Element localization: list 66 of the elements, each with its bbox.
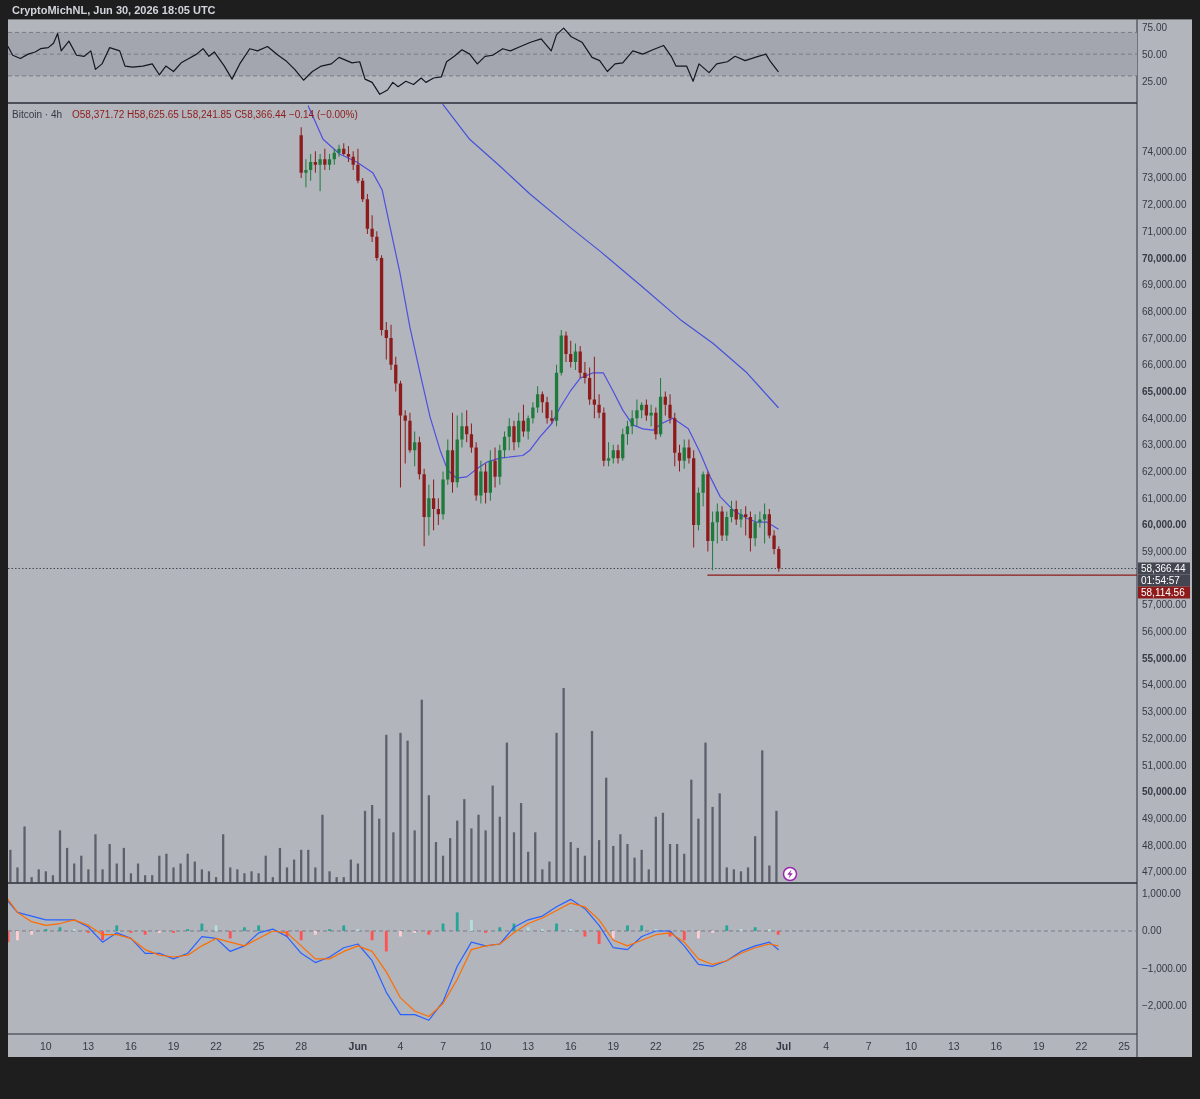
x-tick-label: 4	[397, 1040, 404, 1052]
x-tick-label: 28	[295, 1040, 308, 1052]
series-label: 58,114.56	[1141, 586, 1186, 598]
y-tick-label: 48,000.00	[1142, 839, 1187, 851]
y-tick-label: 54,000.00	[1142, 679, 1187, 691]
y-tick-label: 49,000.00	[1142, 812, 1187, 824]
y-tick-label: 57,000.00	[1142, 599, 1187, 611]
x-tick-label: 13	[82, 1040, 95, 1052]
text: 01:54:57	[1141, 574, 1181, 586]
x-tick-label: 28	[735, 1040, 747, 1052]
x-tick-label: 19	[1033, 1040, 1045, 1052]
x-tick-label: 19	[167, 1040, 180, 1052]
y-tick-label: 1,000.00	[1142, 888, 1182, 900]
y-tick-label: −2,000.00	[1142, 999, 1188, 1011]
y-tick-label: 64,000.00	[1142, 412, 1187, 424]
x-tick-label: 10	[905, 1040, 918, 1052]
y-tick-label: 60,000.00	[1142, 519, 1187, 531]
x-tick-label: 22	[650, 1040, 662, 1052]
x-tick-label: 16	[990, 1040, 1003, 1052]
y-tick-label: 55,000.00	[1142, 652, 1187, 664]
y-tick-label: 51,000.00	[1142, 759, 1187, 771]
x-tick-label: 7	[865, 1040, 872, 1052]
y-tick-label: 66,000.00	[1142, 359, 1187, 371]
x-tick-label: 22	[1075, 1040, 1088, 1052]
x-tick-label: 16	[564, 1040, 577, 1052]
ref-line-label: 58,366.44	[1141, 562, 1186, 574]
x-tick-label: 25	[692, 1040, 705, 1052]
y-tick-label: 47,000.00	[1142, 866, 1187, 878]
x-tick-label: 13	[522, 1040, 535, 1052]
y-tick-label: 65,000.00	[1142, 385, 1187, 397]
x-tick-label: Jul	[775, 1040, 792, 1052]
y-tick-label: 74,000.00	[1142, 145, 1187, 157]
y-tick-label: 63,000.00	[1142, 439, 1187, 451]
annotation: O58,371.72 H58,625.65 L58,241.85 C58,366.44 −0.14 (−0.00%)	[72, 108, 358, 120]
x-tick-label: 19	[607, 1040, 620, 1052]
x-tick-label: 10	[479, 1040, 492, 1052]
x-tick-label: 16	[125, 1040, 137, 1052]
y-tick-label: 56,000.00	[1142, 626, 1187, 638]
y-tick-label: 71,000.00	[1142, 225, 1187, 237]
y-tick-label: 73,000.00	[1142, 172, 1187, 184]
y-tick-label: 67,000.00	[1142, 332, 1187, 344]
x-tick-label: Jun	[348, 1040, 368, 1052]
y-tick-label: 69,000.00	[1142, 279, 1187, 291]
x-tick-label: 22	[210, 1040, 223, 1052]
x-tick-label: 7	[440, 1040, 447, 1052]
y-tick-label: 50,000.00	[1142, 786, 1187, 798]
y-tick-label: 61,000.00	[1142, 492, 1187, 504]
x-tick-label: 25	[1118, 1040, 1130, 1052]
x-tick-label: 13	[947, 1040, 960, 1052]
y-tick-label: 75.00	[1142, 21, 1168, 33]
y-tick-label: 62,000.00	[1142, 466, 1187, 478]
y-tick-label: 70,000.00	[1142, 252, 1187, 264]
y-tick-label: 59,000.00	[1142, 546, 1187, 558]
y-tick-label: 72,000.00	[1142, 199, 1187, 211]
y-tick-label: 50.00	[1142, 48, 1168, 60]
y-tick-label: 0.00	[1142, 925, 1162, 937]
y-tick-label: −1,000.00	[1142, 962, 1188, 974]
chart-title: CryptoMichNL, Jun 30, 2026 18:05 UTC	[12, 4, 216, 16]
x-tick-label: 25	[252, 1040, 265, 1052]
y-tick-label: 52,000.00	[1142, 732, 1187, 744]
x-tick-label: 4	[823, 1040, 830, 1052]
x-tick-label: 10	[39, 1040, 52, 1052]
y-tick-label: 25.00	[1142, 75, 1168, 87]
text: Bitcoin · 4h	[12, 108, 63, 120]
y-tick-label: 68,000.00	[1142, 305, 1187, 317]
y-tick-label: 53,000.00	[1142, 706, 1187, 718]
